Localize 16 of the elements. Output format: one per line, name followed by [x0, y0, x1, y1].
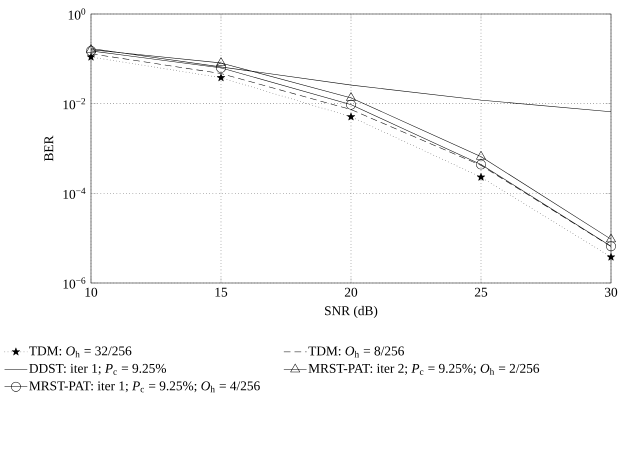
legend-label: MRST-PAT: iter 1; P$_{c}$ = 9.25%; O$_{h}$ = 4/256 — [29, 381, 260, 392]
x-axis-title: SNR (dB) — [325, 306, 378, 318]
y-tick-label: 10$^{0}$ — [68, 8, 86, 20]
legend-label: TDM: O$_{h}$ = 8/256 — [308, 346, 404, 358]
x-tick-label: 15 — [216, 288, 228, 297]
y-axis-title: BER — [44, 136, 54, 162]
legend-label: MRST-PAT: iter 2; P$_{c}$ = 9.25%; O$_{h}$ = 2/256 — [308, 364, 540, 375]
x-tick-label: 10 — [86, 288, 98, 297]
y-tick-label: 10$^{−6}$ — [64, 277, 86, 289]
x-tick-label: 30 — [604, 288, 618, 297]
y-tick-label: 10$^{−4}$ — [64, 188, 86, 199]
legend-label: DDST: iter 1; P$_{c}$ = 9.25% — [29, 364, 166, 375]
x-tick-label: 20 — [344, 288, 358, 297]
legend-label: TDM: O$_{h}$ = 32/256 — [29, 346, 132, 358]
y-tick-label: 10$^{−2}$ — [64, 98, 86, 110]
x-tick-label: 25 — [474, 288, 488, 297]
